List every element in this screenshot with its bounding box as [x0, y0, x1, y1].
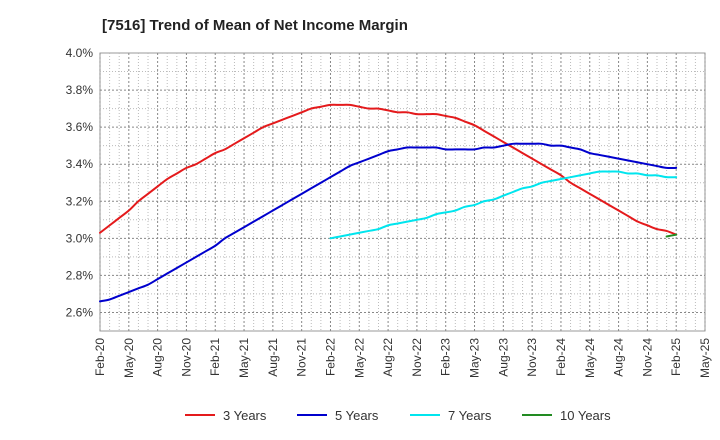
x-tick-label: May-20	[122, 338, 136, 378]
chart-title: [7516] Trend of Mean of Net Income Margi…	[102, 17, 408, 34]
series-group	[99, 103, 678, 303]
series-line-5-years	[99, 142, 678, 303]
y-axis: 4.0% 3.8% 3.6% 3.4% 3.2% 3.0% 2.8% 2.6%	[66, 46, 94, 319]
series-line-7-years	[329, 170, 678, 240]
series-line-10-years	[665, 233, 678, 238]
y-tick-label: 2.6%	[66, 305, 94, 319]
x-tick-label: Aug-24	[612, 338, 626, 377]
x-tick-label: Feb-22	[323, 338, 337, 376]
x-tick-label: Nov-20	[179, 338, 193, 377]
x-tick-label: Feb-21	[208, 338, 222, 376]
legend-label-5-years: 5 Years	[335, 408, 379, 423]
legend: 3 Years 5 Years 7 Years 10 Years	[185, 408, 611, 423]
y-tick-label: 3.6%	[66, 120, 94, 134]
x-tick-label: May-21	[237, 338, 251, 378]
x-tick-label: May-24	[583, 338, 597, 378]
y-tick-label: 3.4%	[66, 157, 94, 171]
x-tick-label: Nov-21	[295, 338, 309, 377]
y-tick-label: 4.0%	[66, 46, 94, 60]
x-tick-label: May-23	[468, 338, 482, 378]
grid	[99, 53, 706, 331]
x-tick-label: Nov-24	[640, 338, 654, 377]
y-tick-label: 3.0%	[66, 231, 94, 245]
x-tick-label: Feb-25	[669, 338, 683, 376]
x-tick-label: May-25	[698, 338, 712, 378]
x-tick-label: Aug-22	[381, 338, 395, 377]
x-tick-label: May-22	[352, 338, 366, 378]
legend-label-10-years: 10 Years	[560, 408, 611, 423]
x-axis: Feb-20 May-20 Aug-20 Nov-20 Feb-21 May-21 Aug-…	[93, 338, 712, 378]
x-tick-label: Feb-20	[93, 338, 107, 376]
x-tick-label: Feb-24	[554, 338, 568, 376]
x-tick-label: Aug-23	[496, 338, 510, 377]
plot-area	[99, 52, 706, 332]
x-tick-label: Aug-20	[151, 338, 165, 377]
x-tick-label: Feb-23	[439, 338, 453, 376]
legend-label-3-years: 3 Years	[223, 408, 267, 423]
y-tick-label: 2.8%	[66, 268, 94, 282]
y-tick-label: 3.2%	[66, 194, 94, 208]
legend-label-7-years: 7 Years	[448, 408, 492, 423]
series-line-3-years	[99, 103, 678, 236]
y-tick-label: 3.8%	[66, 83, 94, 97]
x-tick-label: Nov-23	[525, 338, 539, 377]
x-tick-label: Aug-21	[266, 338, 280, 377]
x-tick-label: Nov-22	[410, 338, 424, 377]
